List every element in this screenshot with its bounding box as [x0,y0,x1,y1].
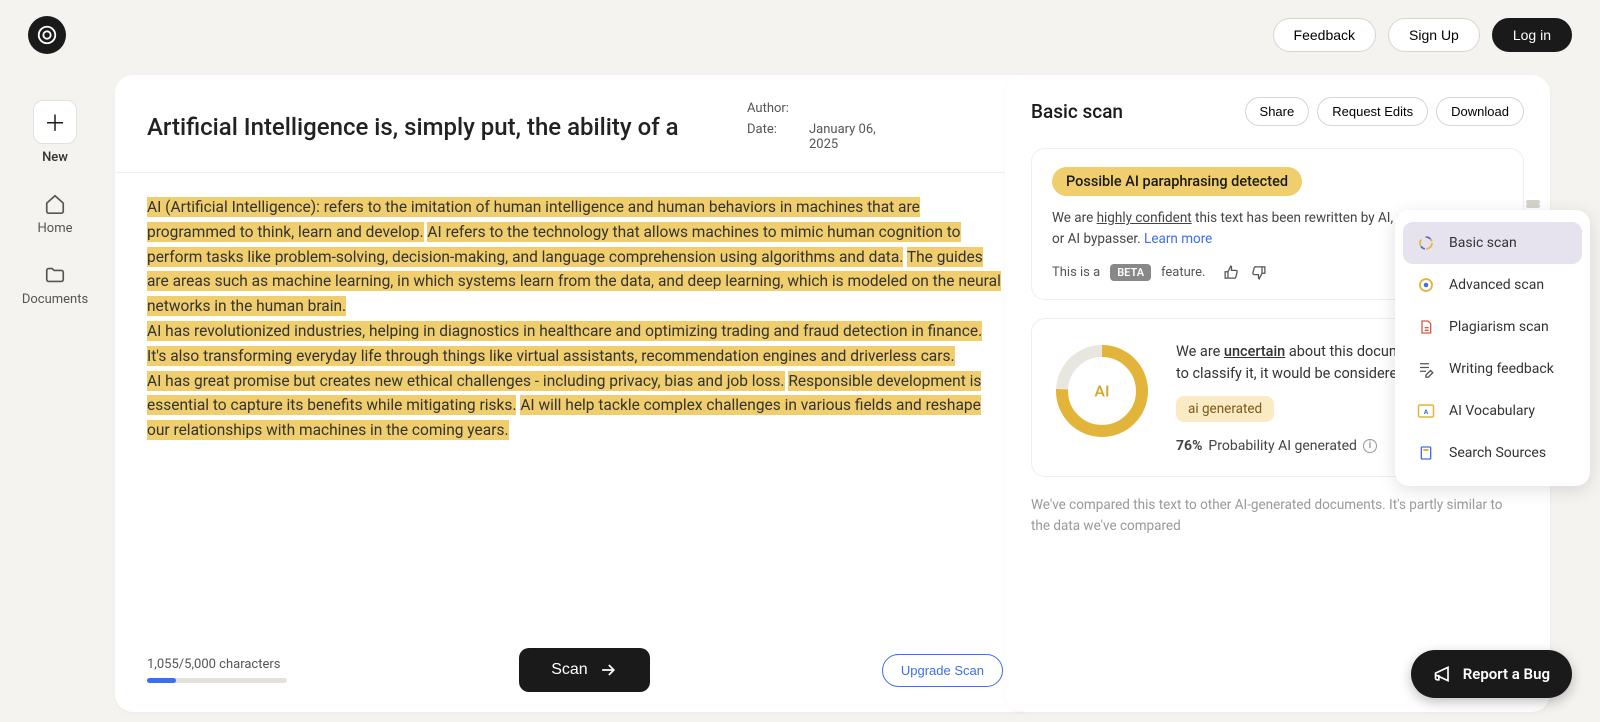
author-label: Author: [747,101,797,116]
thumbs-up-icon[interactable] [1223,264,1240,281]
donut-chart: AI [1052,341,1152,441]
plagiarism-icon [1417,318,1435,336]
text-segment: It's also transforming everyday life thr… [147,346,955,366]
sidebar-home[interactable]: Home [38,193,73,236]
signup-button[interactable]: Sign Up [1388,18,1480,52]
scan-button-label: Scan [551,661,587,679]
learn-more-link[interactable]: Learn more [1144,231,1212,247]
feedback-button[interactable]: Feedback [1273,18,1376,52]
char-progress [147,678,287,683]
menu-basic-scan[interactable]: Basic scan [1403,222,1582,264]
sidebar: ＋ New Home Documents [0,80,110,307]
donut-label: AI [1094,381,1109,400]
text-segment: AI has revolutionized industries, helpin… [147,321,982,341]
sidebar-new[interactable]: ＋ New [33,100,77,165]
document-header: Artificial Intelligence is, simply put, … [115,75,1035,173]
results-title: Basic scan [1031,100,1123,123]
logo[interactable] [28,16,66,54]
scan-button[interactable]: Scan [519,648,649,692]
document-body[interactable]: AI (Artificial Intelligence): refers to … [115,173,1035,634]
share-button[interactable]: Share [1245,97,1310,126]
char-count-block: 1,055/5,000 characters [147,657,287,683]
probability-label: Probability AI generated [1208,438,1357,454]
megaphone-icon [1433,664,1453,684]
menu-search-sources[interactable]: Search Sources [1403,432,1582,474]
char-count: 1,055/5,000 characters [147,657,287,672]
info-icon[interactable]: i [1363,439,1377,453]
scan-type-menu: Basic scan Advanced scan Plagiarism scan… [1395,210,1590,486]
sources-icon [1417,444,1435,462]
beta-tag: BETA [1110,264,1151,281]
thumbs-down-icon[interactable] [1250,264,1267,281]
report-bug-button[interactable]: Report a Bug [1411,650,1572,698]
menu-writing-feedback[interactable]: Writing feedback [1403,348,1582,390]
folder-icon [44,264,66,286]
vocabulary-icon: A [1417,402,1435,420]
logo-icon [36,24,58,46]
results-actions: Share Request Edits Download [1245,97,1524,126]
date-value: January 06, 2025 [809,122,889,152]
arrow-right-icon [598,660,618,680]
ai-generated-pill: ai generated [1176,396,1274,422]
document-title[interactable]: Artificial Intelligence is, simply put, … [147,113,727,141]
top-bar: Feedback Sign Up Log in [0,0,1600,70]
request-edits-button[interactable]: Request Edits [1317,97,1428,126]
alert-badge: Possible AI paraphrasing detected [1052,167,1302,196]
char-progress-fill [147,678,176,683]
plus-icon: ＋ [33,100,77,144]
feedback-icon [1417,360,1435,378]
documents-label: Documents [22,292,88,307]
results-header: Basic scan Share Request Edits Download [1031,97,1524,126]
login-button[interactable]: Log in [1492,18,1572,52]
text-segment: AI has great promise but creates new eth… [147,371,785,391]
date-label: Date: [747,122,797,152]
menu-ai-vocabulary[interactable]: A AI Vocabulary [1403,390,1582,432]
header-actions: Feedback Sign Up Log in [1273,18,1572,52]
download-button[interactable]: Download [1436,97,1524,126]
advanced-scan-icon [1417,276,1435,294]
home-label: Home [38,221,73,236]
document-footer: 1,055/5,000 characters Scan Upgrade Scan [115,634,1035,712]
panel-drag-handle[interactable] [1526,200,1540,204]
menu-plagiarism-scan[interactable]: Plagiarism scan [1403,306,1582,348]
probability-pct: 76% [1176,438,1202,454]
upgrade-scan-button[interactable]: Upgrade Scan [882,654,1003,687]
basic-scan-icon [1417,234,1435,252]
sidebar-documents[interactable]: Documents [22,264,88,307]
home-icon [44,193,66,215]
report-bug-label: Report a Bug [1463,665,1550,683]
comparison-note: We've compared this text to other AI-gen… [1031,495,1524,537]
menu-advanced-scan[interactable]: Advanced scan [1403,264,1582,306]
new-label: New [33,150,77,165]
document-panel: Artificial Intelligence is, simply put, … [115,75,1035,712]
document-meta: Author: Date: January 06, 2025 [747,101,889,152]
svg-text:A: A [1424,408,1429,416]
